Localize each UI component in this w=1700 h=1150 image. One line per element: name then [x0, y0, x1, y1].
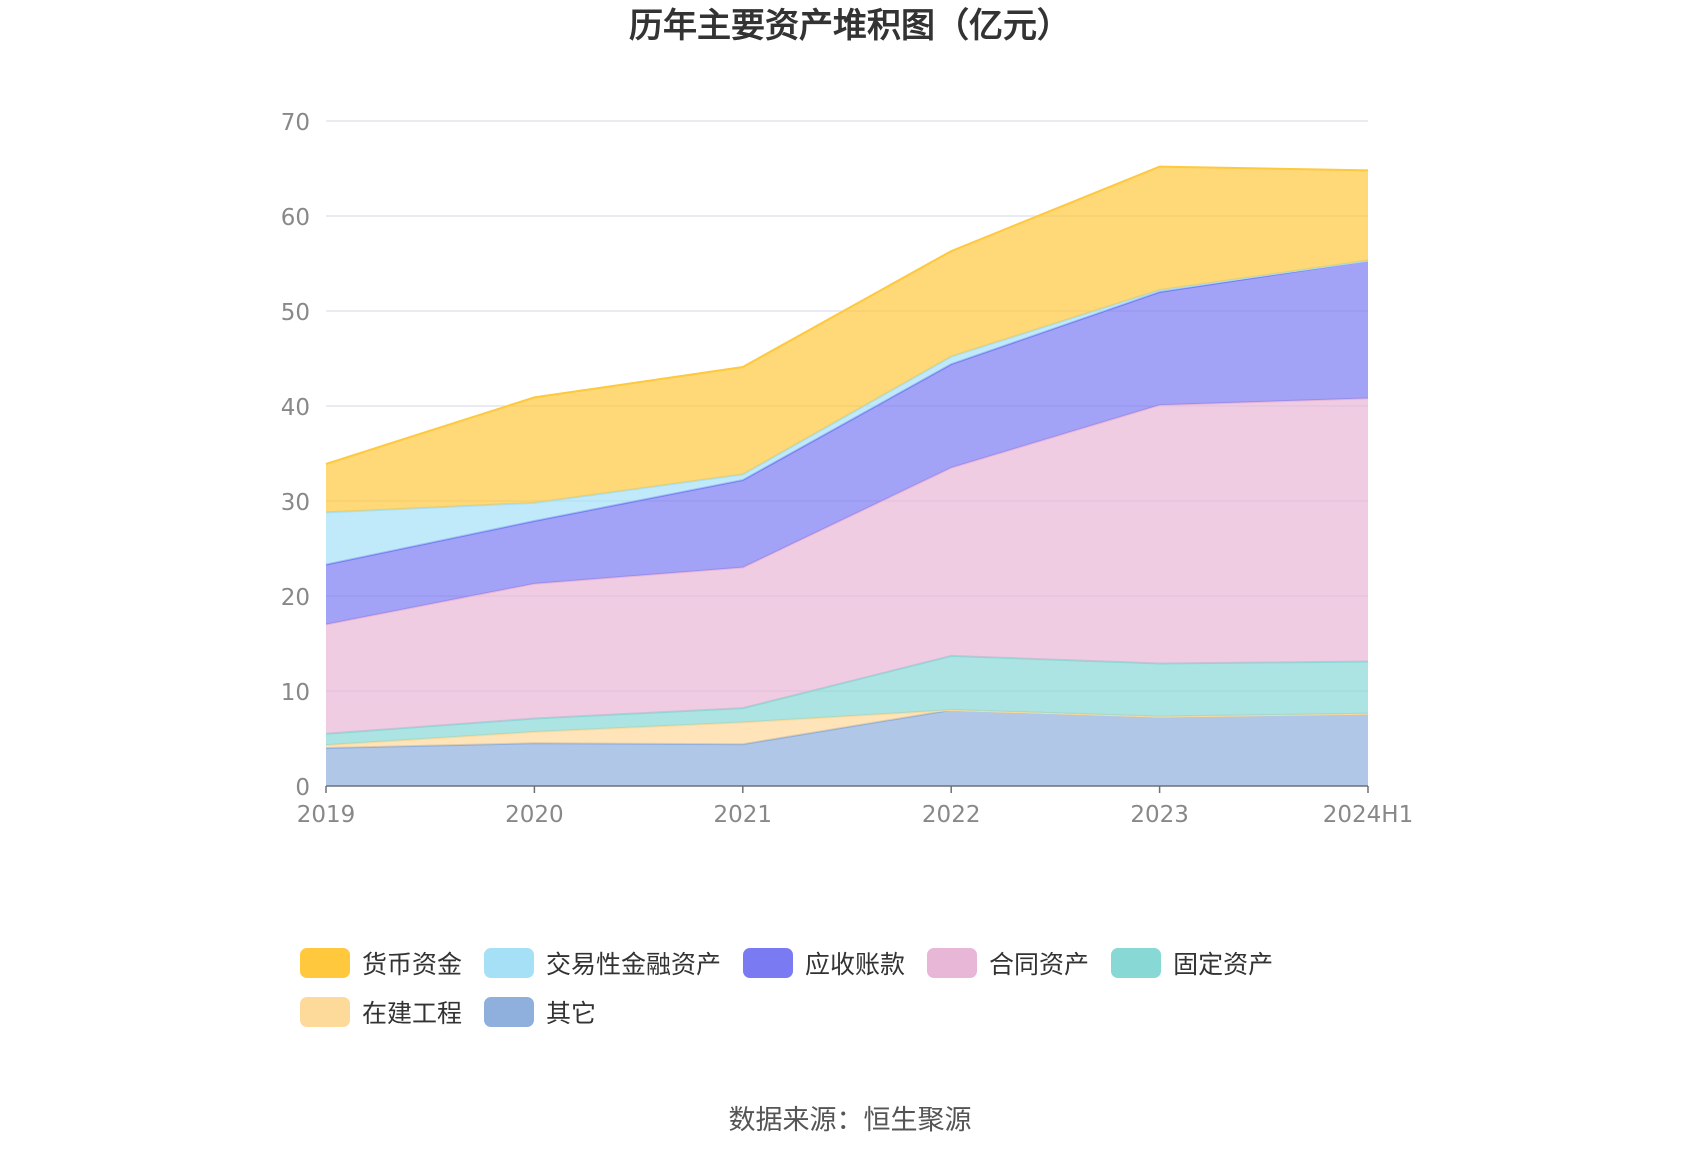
legend-swatch [484, 947, 535, 978]
y-tick-label: 50 [281, 300, 310, 326]
x-tick-label: 2019 [297, 802, 356, 828]
x-tick-label: 2023 [1130, 802, 1189, 828]
y-tick-label: 0 [295, 775, 310, 801]
legend-item[interactable]: 合同资产 [927, 946, 1089, 979]
area-应收账款[interactable] [326, 260, 1368, 625]
legend-item[interactable]: 在建工程 [300, 995, 462, 1028]
legend-swatch [927, 947, 978, 978]
y-tick-label: 20 [281, 585, 310, 611]
data-source: 数据来源：恒生聚源 [728, 1105, 972, 1136]
legend-item[interactable]: 交易性金融资产 [484, 946, 721, 979]
legend-label: 货币资金 [362, 949, 463, 979]
area-货币资金[interactable] [326, 166, 1368, 513]
legend-item[interactable]: 其它 [484, 995, 596, 1028]
y-tick-label: 30 [281, 490, 310, 516]
legend-swatch [743, 947, 794, 978]
area-交易性金融资产[interactable] [326, 260, 1368, 565]
legend-swatch [484, 996, 535, 1027]
y-tick-label: 70 [281, 110, 310, 136]
legend-label: 交易性金融资产 [546, 949, 722, 979]
area-固定资产[interactable] [326, 655, 1368, 746]
y-tick-label: 60 [281, 205, 310, 231]
line-货币资金 [325, 165, 1369, 465]
legend-item[interactable]: 应收账款 [743, 946, 905, 979]
chart-title: 历年主要资产堆积图（亿元） [629, 6, 1071, 46]
legend-item[interactable]: 货币资金 [300, 946, 462, 979]
x-tick-label: 2020 [505, 802, 564, 828]
area-在建工程[interactable] [326, 710, 1368, 748]
legend-item[interactable]: 固定资产 [1111, 946, 1273, 979]
legend-swatch [1111, 947, 1162, 978]
legend-label: 固定资产 [1173, 949, 1274, 979]
legend-swatch [300, 996, 350, 1027]
legend-label: 在建工程 [362, 998, 463, 1028]
x-tick-label: 2024H1 [1323, 802, 1413, 828]
axes: 0 10 20 30 40 50 60 70 2019 2020 2021 2022 2023 2024H… [281, 110, 1414, 828]
area-合同资产[interactable] [326, 398, 1368, 734]
area-其它[interactable] [326, 710, 1368, 786]
legend-label: 应收账款 [805, 949, 906, 979]
y-tick-label: 40 [281, 395, 310, 421]
y-tick-label: 10 [281, 680, 310, 706]
x-tick-label: 2021 [714, 802, 773, 828]
legend-swatch [300, 947, 350, 978]
x-tick-label: 2022 [922, 802, 981, 828]
legend-label: 合同资产 [989, 949, 1090, 979]
area-series [325, 165, 1369, 786]
legend: 货币资金 交易性金融资产 应收账款 合同资产 固定资产在建工程 其它 [300, 946, 1450, 1028]
legend-label: 其它 [546, 998, 597, 1028]
